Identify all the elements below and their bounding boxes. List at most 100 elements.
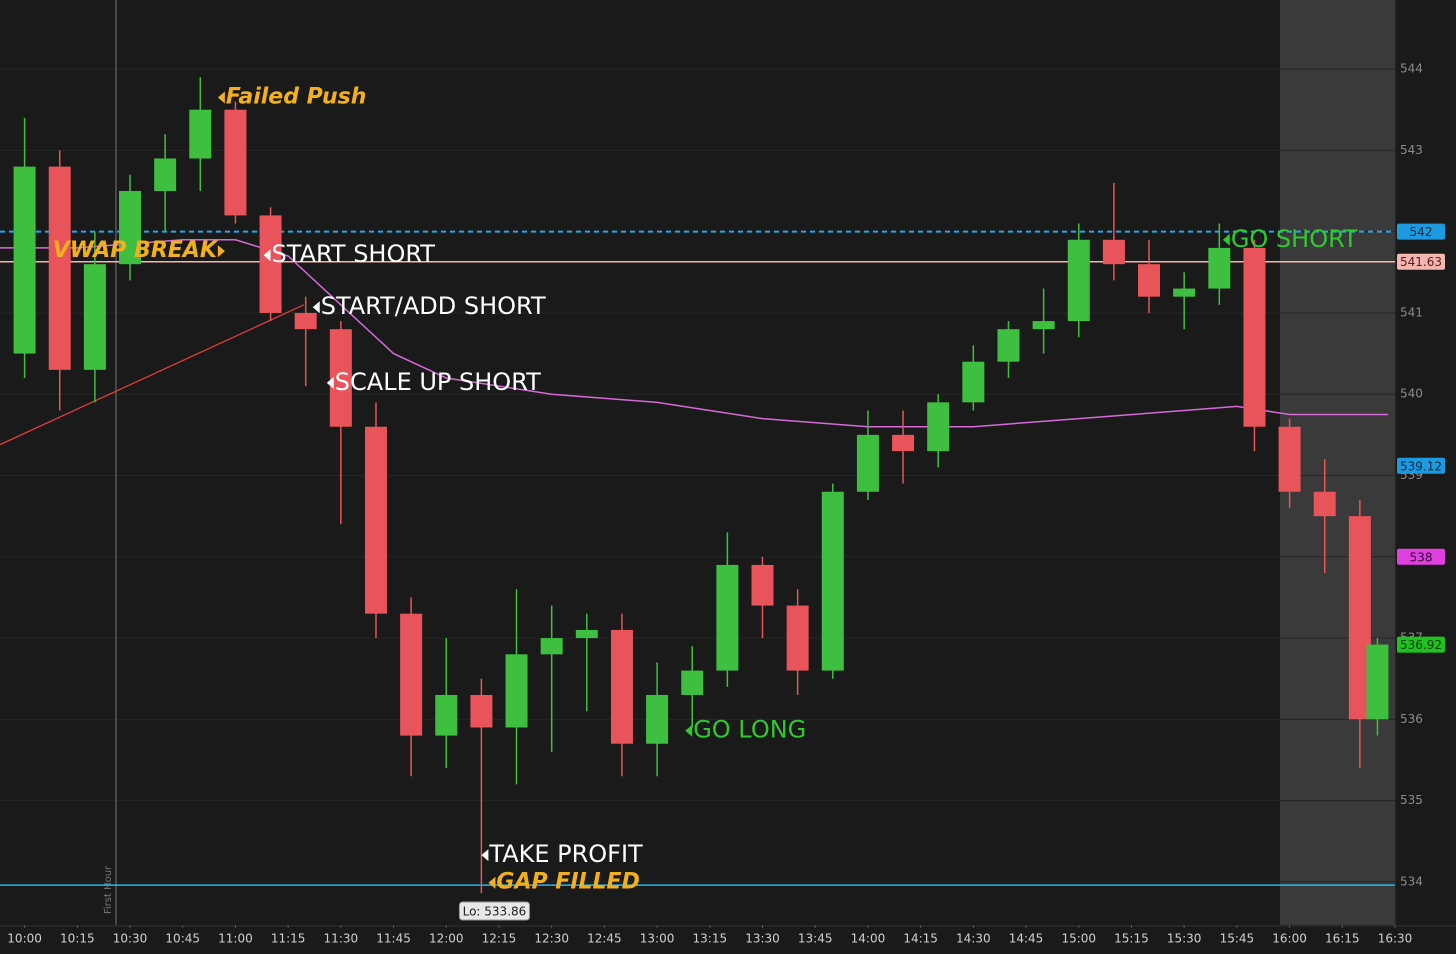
x-tick-label: 16:15: [1325, 932, 1360, 946]
annotation-pointer: [217, 245, 225, 258]
x-tick-label: 12:30: [534, 932, 569, 946]
x-tick-label: 15:45: [1220, 932, 1255, 946]
candle-body: [892, 434, 915, 452]
candle-body: [1173, 288, 1196, 297]
candle-body: [435, 694, 458, 736]
annotation: GO SHORT: [1231, 225, 1358, 253]
candle-body: [1067, 239, 1090, 322]
price-tag: [1397, 223, 1445, 240]
y-tick-label: 536: [1400, 712, 1423, 726]
candle-body: [927, 402, 950, 452]
x-tick-label: 14:30: [956, 932, 991, 946]
x-tick-label: 15:00: [1061, 932, 1096, 946]
y-tick-label: 534: [1400, 874, 1423, 888]
candle-body: [1348, 516, 1371, 720]
annotation-pointer: [685, 724, 693, 737]
annotation-pointer: [1222, 233, 1230, 246]
candle-body: [646, 694, 669, 744]
x-tick-label: 12:15: [482, 932, 517, 946]
candle-body: [1032, 321, 1055, 330]
candle-body: [259, 215, 282, 313]
candle-body: [1313, 491, 1336, 517]
low-label-box: [458, 901, 530, 921]
candle-body: [856, 434, 879, 492]
candle-body: [751, 564, 774, 606]
candle-body: [1138, 264, 1161, 297]
candle-body: [329, 329, 352, 427]
candle-body: [1278, 426, 1301, 492]
candle-body: [224, 109, 247, 216]
annotation: START SHORT: [272, 240, 436, 268]
candle-body: [821, 491, 844, 671]
candle-body: [716, 564, 739, 671]
annotation-pointer: [481, 849, 489, 862]
candle-body: [83, 264, 106, 370]
price-tag: [1397, 253, 1445, 270]
x-tick-label: 12:00: [429, 932, 464, 946]
annotation: TAKE PROFIT: [488, 840, 643, 868]
candle-body: [575, 629, 598, 639]
annotation-pointer: [312, 301, 320, 314]
candle-body: [681, 670, 704, 695]
x-tick-label: 12:45: [587, 932, 622, 946]
x-tick-label: 13:45: [798, 932, 833, 946]
y-tick-label: 535: [1400, 793, 1423, 807]
price-tag-label: 536.92: [1400, 638, 1442, 652]
x-tick-label: 15:30: [1167, 932, 1202, 946]
price-tag: [1397, 457, 1445, 474]
x-tick-label: 14:15: [903, 932, 938, 946]
annotation: Failed Push: [226, 85, 367, 110]
candle-body: [294, 312, 317, 330]
x-tick-label: 11:45: [376, 932, 411, 946]
x-tick-label: 13:30: [745, 932, 780, 946]
candle-body: [119, 191, 142, 265]
y-tick-label: 540: [1400, 387, 1423, 401]
x-tick-label: 10:15: [60, 932, 95, 946]
annotation: GO LONG: [693, 716, 806, 744]
candle-body: [1208, 247, 1231, 289]
x-tick-label: 10:00: [7, 932, 42, 946]
annotation-pointer: [488, 876, 496, 889]
x-tick-label: 13:00: [640, 932, 675, 946]
price-tag-label: 538: [1410, 550, 1433, 564]
x-tick-label: 14:00: [851, 932, 886, 946]
price-tag: [1397, 636, 1445, 653]
candle-body: [1366, 644, 1389, 720]
annotation: SCALE UP SHORT: [335, 368, 541, 396]
low-label: Lo: 533.86: [463, 905, 527, 919]
x-tick-label: 15:15: [1114, 932, 1149, 946]
annotation: VWAP BREAK: [53, 238, 219, 263]
candle-body: [610, 629, 633, 744]
x-tick-label: 11:15: [271, 932, 306, 946]
annotation-pointer: [263, 249, 271, 262]
price-tag-label: 539.12: [1400, 459, 1442, 473]
x-tick-label: 14:45: [1009, 932, 1044, 946]
candle-body: [505, 654, 528, 728]
y-tick-label: 543: [1400, 143, 1423, 157]
y-tick-label: 541: [1400, 305, 1423, 319]
trendline: [0, 304, 305, 446]
price-tag: [1397, 548, 1445, 565]
x-tick-label: 13:15: [693, 932, 728, 946]
x-tick-label: 16:00: [1272, 932, 1307, 946]
candle-body: [540, 638, 563, 655]
annotation-pointer: [326, 376, 334, 389]
candle-body: [154, 158, 177, 192]
x-tick-label: 16:30: [1378, 932, 1413, 946]
vwap-line: [0, 239, 1388, 428]
candle-body: [786, 605, 809, 671]
candle-body: [13, 166, 36, 354]
annotation: START/ADD SHORT: [321, 292, 546, 320]
annotation-pointer: [217, 91, 225, 104]
price-tag-label: 542: [1410, 225, 1433, 239]
candle-body: [48, 166, 71, 370]
candle-body: [962, 361, 985, 403]
candle-body: [1243, 247, 1266, 427]
annotation: GAP FILLED: [496, 870, 639, 895]
x-tick-label: 10:45: [165, 932, 200, 946]
candle-body: [997, 329, 1020, 362]
y-tick-label: 544: [1400, 62, 1423, 76]
candle-body: [364, 426, 387, 614]
candle-body: [470, 694, 493, 728]
